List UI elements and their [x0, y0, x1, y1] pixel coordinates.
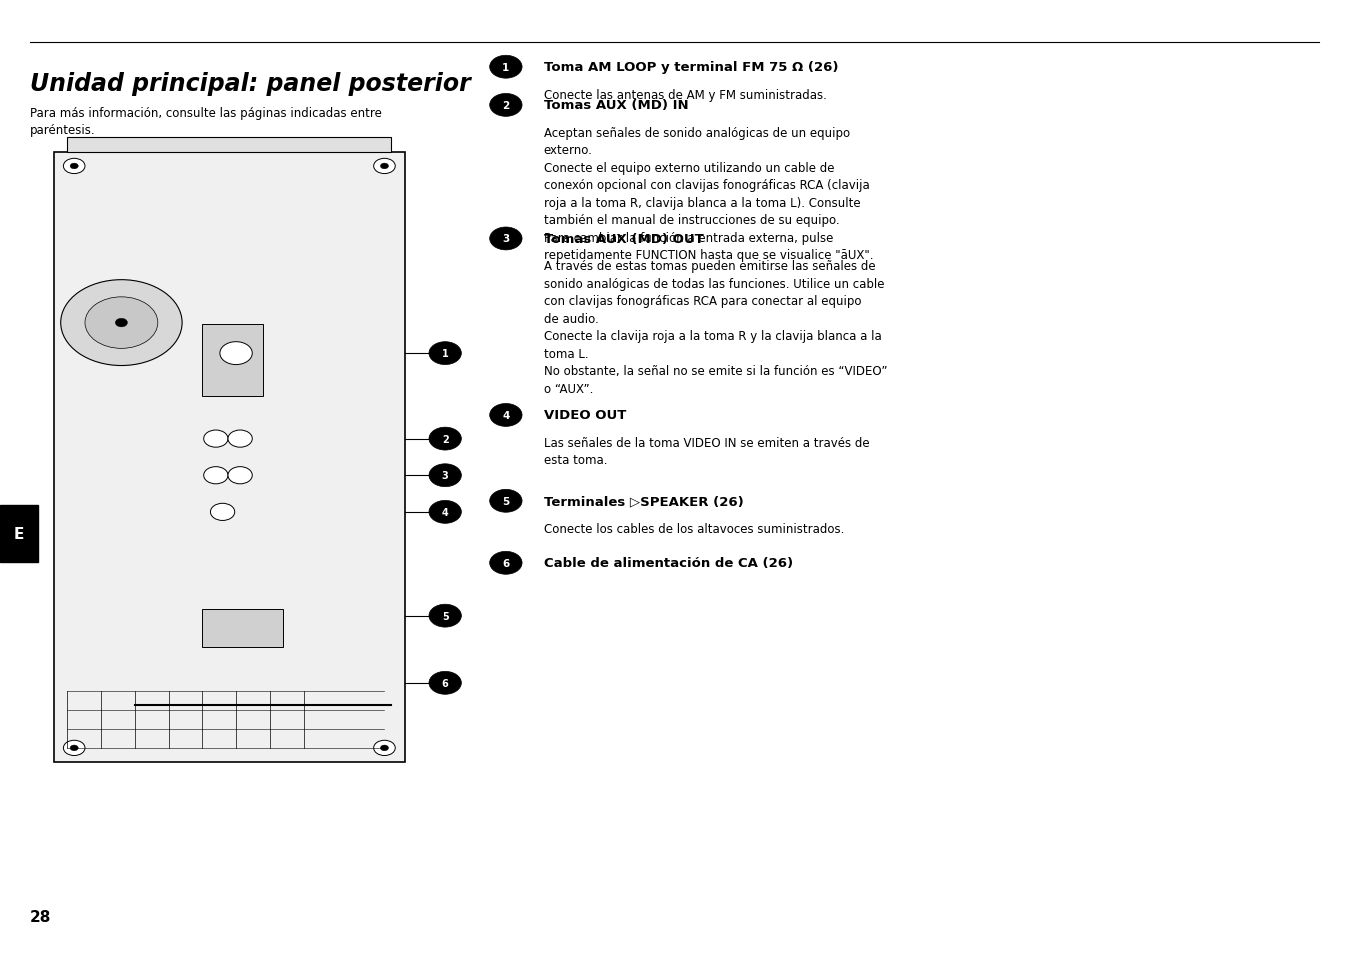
Circle shape: [204, 431, 228, 448]
Circle shape: [490, 56, 522, 79]
Text: VIDEO OUT: VIDEO OUT: [544, 409, 626, 422]
Text: Conecte las antenas de AM y FM suministradas.: Conecte las antenas de AM y FM suministr…: [544, 89, 827, 102]
Circle shape: [70, 745, 78, 751]
Circle shape: [490, 94, 522, 117]
Text: 4: 4: [441, 507, 449, 517]
Text: Para más información, consulte las páginas indicadas entre
paréntesis.: Para más información, consulte las págin…: [30, 107, 382, 136]
Text: Tomas AUX (MD) OUT: Tomas AUX (MD) OUT: [544, 233, 703, 246]
Circle shape: [429, 464, 461, 487]
FancyBboxPatch shape: [54, 152, 405, 762]
Text: Terminales ▷SPEAKER (26): Terminales ▷SPEAKER (26): [544, 495, 743, 508]
Text: Unidad principal: panel posterior: Unidad principal: panel posterior: [30, 71, 471, 95]
Circle shape: [490, 404, 522, 427]
Circle shape: [70, 164, 78, 170]
Text: 6: 6: [441, 679, 449, 688]
Circle shape: [374, 740, 395, 756]
Text: Conecte los cables de los altavoces suministrados.: Conecte los cables de los altavoces sumi…: [544, 522, 844, 536]
Text: Aceptan señales de sonido analógicas de un equipo
externo.
Conecte el equipo ext: Aceptan señales de sonido analógicas de …: [544, 127, 873, 262]
FancyBboxPatch shape: [202, 325, 263, 396]
Text: 3: 3: [502, 234, 510, 244]
Circle shape: [228, 431, 252, 448]
Text: Cable de alimentación de CA (26): Cable de alimentación de CA (26): [544, 557, 793, 570]
FancyBboxPatch shape: [0, 505, 38, 562]
FancyBboxPatch shape: [67, 138, 391, 152]
Text: E: E: [13, 526, 24, 541]
Circle shape: [429, 428, 461, 451]
Text: 28: 28: [30, 909, 51, 924]
Text: 2: 2: [502, 101, 510, 111]
Circle shape: [228, 467, 252, 484]
Circle shape: [380, 745, 389, 751]
Circle shape: [115, 319, 127, 328]
Circle shape: [380, 164, 389, 170]
Circle shape: [204, 467, 228, 484]
Circle shape: [210, 504, 235, 521]
Text: Toma AM LOOP y terminal FM 75 Ω (26): Toma AM LOOP y terminal FM 75 Ω (26): [544, 61, 838, 74]
Circle shape: [61, 280, 182, 366]
Text: A través de estas tomas pueden emitirse las señales de
sonido analógicas de toda: A través de estas tomas pueden emitirse …: [544, 260, 888, 395]
Text: 5: 5: [502, 497, 510, 506]
Circle shape: [63, 159, 85, 174]
Text: Las señales de la toma VIDEO IN se emiten a través de
esta toma.: Las señales de la toma VIDEO IN se emite…: [544, 436, 869, 467]
Circle shape: [490, 490, 522, 513]
Text: 3: 3: [441, 471, 449, 480]
Circle shape: [429, 342, 461, 365]
Circle shape: [220, 342, 252, 365]
Circle shape: [490, 552, 522, 575]
Circle shape: [85, 297, 158, 349]
Text: 1: 1: [441, 349, 449, 358]
Circle shape: [429, 604, 461, 627]
Circle shape: [374, 159, 395, 174]
Circle shape: [490, 228, 522, 251]
Text: 4: 4: [502, 411, 510, 420]
Text: 6: 6: [502, 558, 510, 568]
Text: 5: 5: [441, 611, 449, 621]
Text: Tomas AUX (MD) IN: Tomas AUX (MD) IN: [544, 99, 688, 112]
Text: 1: 1: [502, 63, 510, 72]
FancyBboxPatch shape: [202, 609, 283, 647]
Circle shape: [63, 740, 85, 756]
Circle shape: [429, 672, 461, 695]
Text: 2: 2: [441, 435, 449, 444]
Circle shape: [429, 501, 461, 524]
